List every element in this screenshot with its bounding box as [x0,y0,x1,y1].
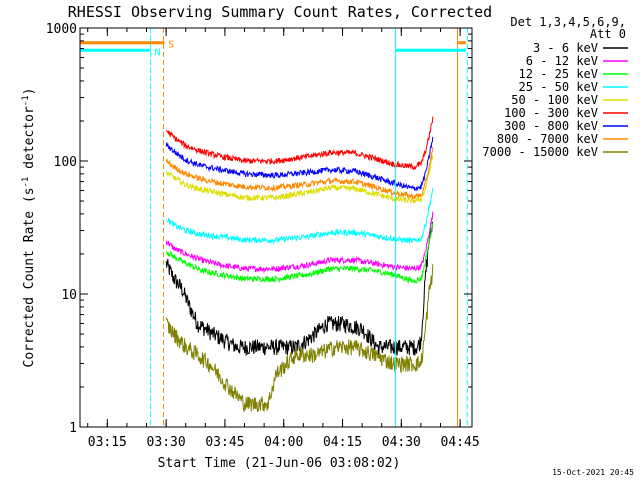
series-line-7 [165,146,434,202]
y-tick-label-1: 10 [61,288,77,303]
series-line-6 [165,136,434,192]
x-tick-label-4: 04:15 [323,435,362,450]
legend-label-0: 3 - 6 keV [533,41,598,55]
series-line-0 [165,221,434,356]
y-axis-label: Corrected Count Rate (s-1 detector-1) [21,88,37,368]
legend-label-3: 25 - 50 keV [519,80,598,94]
x-tick-label-1: 03:30 [147,435,186,450]
series-line-8 [165,264,434,413]
series-line-4 [166,154,434,204]
legend-label-8: 7000 - 15000 keV [482,145,598,159]
legend-header-detectors: Det 1,3,4,5,6,9, [510,15,626,29]
x-tick-label-5: 04:30 [382,435,421,450]
legend-label-4: 50 - 100 keV [511,93,598,107]
plot-frame [79,27,473,428]
flag-layer: SN [80,40,467,58]
legend-label-2: 12 - 25 keV [519,67,598,81]
y-label-part-4: ) [22,88,37,96]
axis-layer: 1 10 100 1000 03:15 03:30 03:45 04:00 04:15 04:30… [46,22,480,450]
legend-label-6: 300 - 800 keV [504,119,598,133]
timestamp-footer: 15-Oct-2021 20:45 [552,468,634,477]
x-tick-label-2: 03:45 [205,435,244,450]
y-label-part-0: Corrected Count Rate (s [22,187,37,367]
series-line-1 [165,211,434,274]
legend-header-attenuator: Att 0 [590,27,626,41]
x-tick-label-6: 04:45 [441,435,480,450]
series-line-3 [165,188,434,245]
series-layer [165,116,434,413]
y-label-part-1: -1 [21,177,31,188]
y-tick-label-0: 1 [69,421,77,436]
flag-s-label: S [168,40,174,51]
y-tick-label-3: 1000 [46,22,77,37]
y-label-part-3: -1 [21,95,31,106]
x-tick-label-3: 04:00 [264,435,303,450]
x-tick-label-0: 03:15 [88,435,127,450]
y-tick-label-2: 100 [54,155,77,170]
x-axis-label: Start Time (21-Jun-06 03:08:02) [158,456,401,471]
legend-label-5: 100 - 300 keV [504,106,598,120]
flag-n-label: N [155,47,161,58]
chart-title: RHESSI Observing Summary Count Rates, Co… [68,3,492,21]
y-label-part-2: detector [22,106,37,177]
series-line-2 [165,223,434,284]
series-line-5 [166,116,434,171]
legend-label-1: 6 - 12 keV [526,54,598,68]
legend-label-7: 800 - 7000 keV [497,132,598,146]
